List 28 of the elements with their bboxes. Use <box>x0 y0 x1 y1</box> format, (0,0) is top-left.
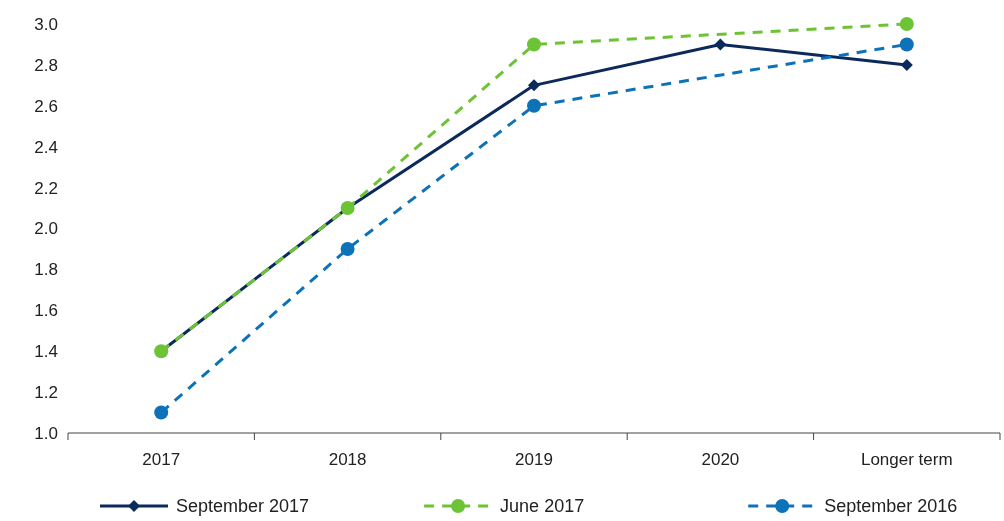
x-tick-label: 2019 <box>515 450 553 469</box>
y-tick-label: 2.0 <box>34 219 58 239</box>
point <box>714 38 727 51</box>
y-tick-label: 1.2 <box>34 383 58 403</box>
point <box>900 58 913 71</box>
point <box>899 37 914 52</box>
legend-label: June 2017 <box>500 496 585 517</box>
point <box>340 241 355 256</box>
point <box>528 79 540 92</box>
point <box>154 405 169 420</box>
x-tick-label: 2017 <box>142 450 181 469</box>
point <box>899 17 914 31</box>
x-tick-label: 2020 <box>701 450 740 469</box>
y-tick-label: 1.0 <box>34 423 58 443</box>
legend-label: September 2016 <box>824 496 958 517</box>
y-tick-label: 1.4 <box>34 342 58 362</box>
y-tick-label: 1.8 <box>34 260 58 280</box>
point <box>527 37 541 52</box>
y-tick-label: 2.2 <box>34 178 58 198</box>
y-tick-label: 2.8 <box>34 55 58 75</box>
legend-label: September 2017 <box>176 496 310 517</box>
y-tick-label: 3.0 <box>34 14 58 34</box>
point <box>527 98 541 113</box>
x-tick-label: 2018 <box>328 450 367 469</box>
x-tick-label: Longer term <box>860 450 953 469</box>
y-tick-label: 2.4 <box>34 137 58 157</box>
y-tick-label: 2.6 <box>34 96 58 116</box>
y-tick-label: 1.6 <box>34 301 58 321</box>
